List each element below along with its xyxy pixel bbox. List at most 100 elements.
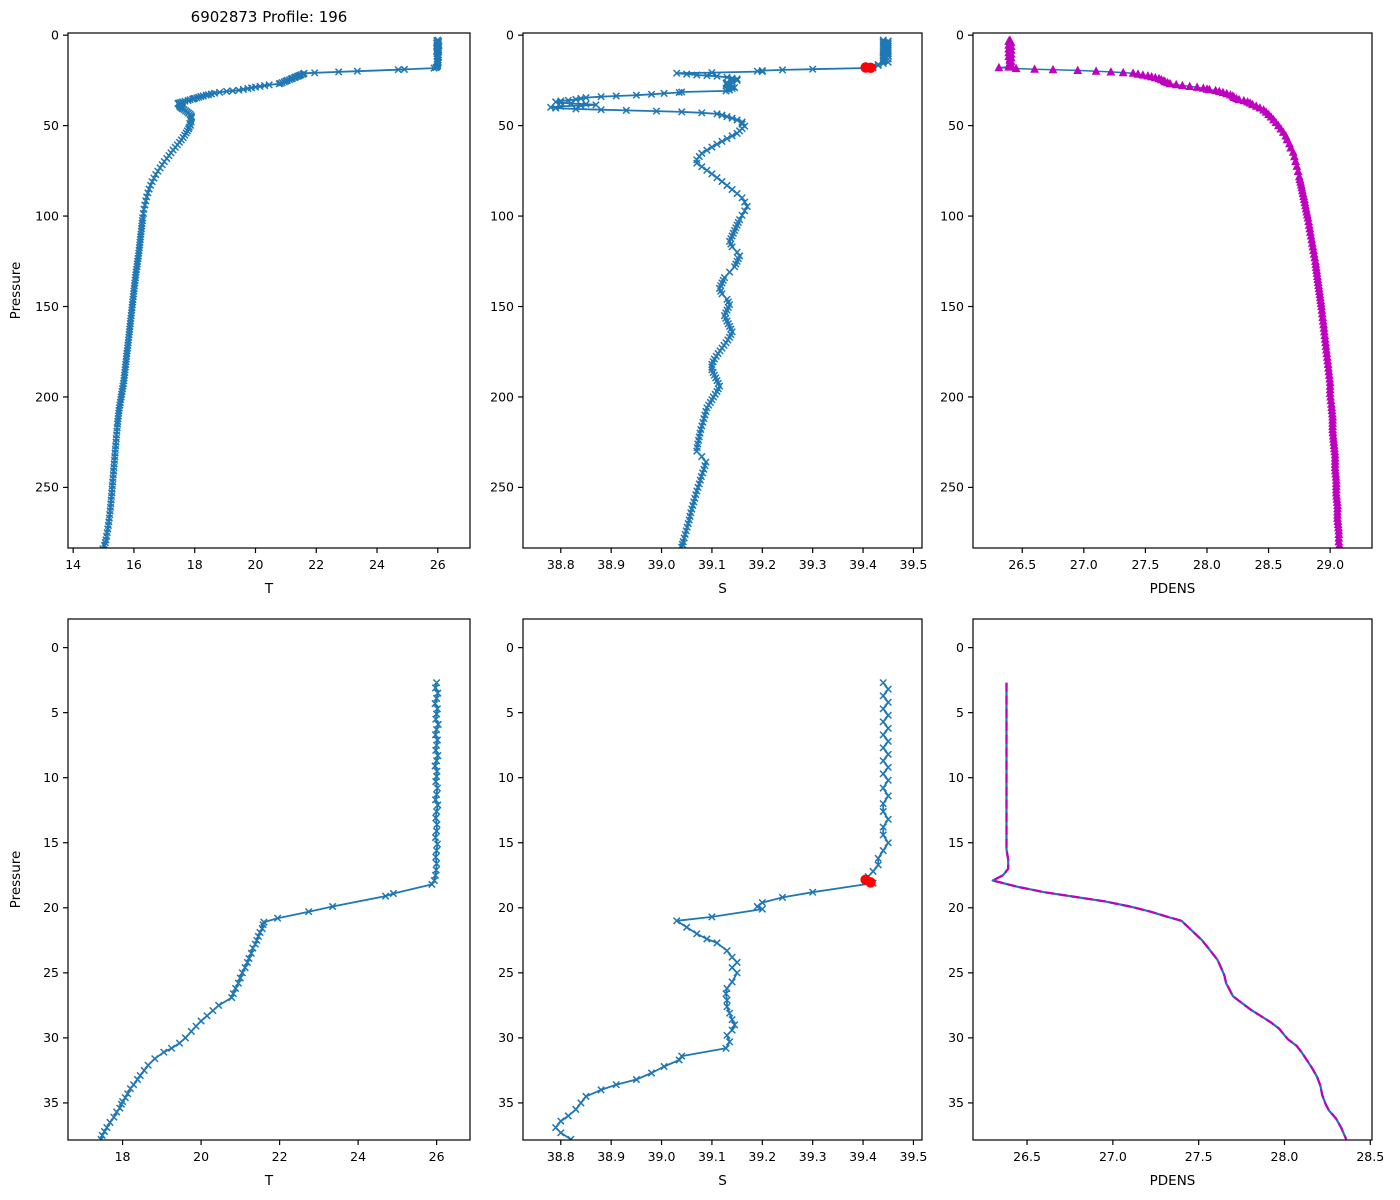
ticks-s-zoom: 38.8 38.9 39.0 39.1 39.2 39.3 39.4 39.5 0 5 10 15 20… (498, 640, 927, 1164)
subplot-t-zoom: 18 20 22 24 26 0 5 10 15 20 25 30 35 T Pressure (8, 618, 471, 1189)
subplot-s-full: 38.8 38.9 39.0 39.1 39.2 39.3 39.4 39.5 0 50 100 15… (490, 27, 927, 597)
y-tick-label: 0 (506, 27, 514, 42)
x-tick-label: 28.5 (1356, 1149, 1384, 1164)
series-group-s-full (546, 36, 892, 548)
x-tick-label: 39.5 (900, 1149, 928, 1164)
x-tick-label: 38.8 (547, 1149, 575, 1164)
y-tick-label: 5 (51, 705, 59, 720)
temperature-profile-x-markers (99, 36, 443, 548)
series-group-pdens-zoom (991, 682, 1348, 1140)
y-tick-label: 25 (948, 965, 964, 980)
y-tick-label: 30 (948, 1030, 964, 1045)
axes-frame-pdens-zoom (972, 618, 1373, 1141)
x-tick-label: 39.4 (849, 557, 877, 572)
y-tick-label: 100 (35, 208, 59, 223)
temperature-profile-line (102, 39, 440, 548)
x-axis-label-s-full: S (718, 581, 727, 597)
flagged-points-zoom-dot-marker (865, 877, 876, 888)
x-tick-label: 26.5 (1008, 557, 1036, 572)
ticks-t-full: 14 16 18 20 22 24 26 0 50 100 150 200 250 (35, 27, 446, 572)
y-tick-label: 0 (506, 640, 514, 655)
x-tick-label: 39.3 (799, 557, 827, 572)
y-tick-label: 35 (498, 1095, 514, 1110)
y-tick-label: 30 (43, 1030, 59, 1045)
y-axis-label-t-full: Pressure (8, 262, 24, 320)
y-tick-label: 100 (490, 208, 514, 223)
x-tick-label: 27.0 (1070, 557, 1098, 572)
y-tick-label: 10 (498, 770, 514, 785)
y-tick-label: 5 (506, 705, 514, 720)
y-tick-label: 10 (948, 770, 964, 785)
x-tick-label: 39.5 (900, 557, 928, 572)
y-tick-label: 35 (948, 1095, 964, 1110)
subplot-pdens-full: 26.5 27.0 27.5 28.0 28.5 29.0 0 50 100 150 200 250 P… (940, 27, 1373, 597)
x-tick-label: 27.5 (1185, 1149, 1213, 1164)
y-tick-label: 0 (956, 27, 964, 42)
x-axis-label-t-zoom: T (264, 1173, 274, 1189)
subplot-s-zoom: 38.8 38.9 39.0 39.1 39.2 39.3 39.4 39.5 0 5 10 15 20… (498, 618, 927, 1189)
y-tick-label: 200 (940, 389, 964, 404)
series-group-s-zoom (551, 678, 892, 1140)
x-axis-label-s-zoom: S (718, 1173, 727, 1189)
y-tick-label: 15 (498, 835, 514, 850)
x-tick-label: 22 (308, 557, 324, 572)
x-tick-label: 39.0 (648, 1149, 676, 1164)
x-tick-label: 26 (430, 557, 446, 572)
axes-frame-s-full (522, 32, 923, 549)
salinity-profile-zoom-x-markers (551, 678, 892, 1140)
subplot-t-full: 14 16 18 20 22 24 26 0 50 100 150 200 250 T Pressure (8, 27, 471, 597)
ticks-pdens-zoom: 26.5 27.0 27.5 28.0 28.5 0 5 10 15 20 25 30 35 (948, 640, 1384, 1164)
series-group-t-full (99, 36, 443, 548)
x-tick-label: 14 (65, 557, 81, 572)
salinity-profile-x-markers (546, 36, 892, 548)
x-tick-label: 26 (429, 1149, 445, 1164)
y-tick-label: 50 (43, 118, 59, 133)
y-tick-label: 250 (35, 480, 59, 495)
subplot-pdens-zoom: 26.5 27.0 27.5 28.0 28.5 0 5 10 15 20 25 30 35 PDENS (948, 618, 1384, 1189)
x-tick-label: 20 (193, 1149, 209, 1164)
x-axis-label-pdens-zoom: PDENS (1150, 1173, 1196, 1189)
x-tick-label: 18 (187, 557, 203, 572)
x-tick-label: 39.3 (799, 1149, 827, 1164)
y-tick-label: 10 (43, 770, 59, 785)
y-tick-label: 5 (956, 705, 964, 720)
y-tick-label: 50 (498, 118, 514, 133)
x-axis-label-t-full: T (264, 581, 274, 597)
x-tick-label: 26.5 (1013, 1149, 1041, 1164)
x-tick-label: 39.2 (748, 557, 776, 572)
x-tick-label: 20 (248, 557, 264, 572)
y-tick-label: 100 (940, 208, 964, 223)
flagged-points-dot-marker (865, 62, 876, 73)
x-tick-label: 24 (350, 1149, 366, 1164)
pdens-profile-triangle-markers (994, 35, 1344, 548)
x-tick-label: 39.1 (698, 1149, 726, 1164)
x-tick-label: 27.5 (1131, 557, 1159, 572)
x-tick-label: 18 (115, 1149, 131, 1164)
x-tick-label: 39.1 (698, 557, 726, 572)
x-tick-label: 28.0 (1271, 1149, 1299, 1164)
x-tick-label: 39.4 (849, 1149, 877, 1164)
series-group-pdens-full (994, 35, 1344, 548)
y-axis-label-t-zoom: Pressure (8, 851, 24, 909)
y-tick-label: 25 (498, 965, 514, 980)
pdens-profile-line (998, 39, 1341, 548)
y-tick-label: 35 (43, 1095, 59, 1110)
x-tick-label: 28.5 (1255, 557, 1283, 572)
y-tick-label: 25 (43, 965, 59, 980)
y-tick-label: 20 (43, 900, 59, 915)
x-tick-label: 38.9 (597, 1149, 625, 1164)
axes-frame-t-full (67, 32, 471, 549)
axes-frame-t-zoom (67, 618, 471, 1141)
figure-title: 6902873 Profile: 196 (190, 8, 348, 26)
x-tick-label: 16 (126, 557, 142, 572)
x-tick-label: 38.8 (547, 557, 575, 572)
y-tick-label: 15 (43, 835, 59, 850)
axes-frame-s-zoom (522, 618, 923, 1141)
temperature-profile-zoom-x-markers (97, 678, 442, 1140)
ticks-pdens-full: 26.5 27.0 27.5 28.0 28.5 29.0 0 50 100 150 200 250 (940, 27, 1344, 572)
series-group-t-zoom (97, 678, 442, 1140)
y-tick-label: 20 (948, 900, 964, 915)
x-tick-label: 29.0 (1316, 557, 1344, 572)
